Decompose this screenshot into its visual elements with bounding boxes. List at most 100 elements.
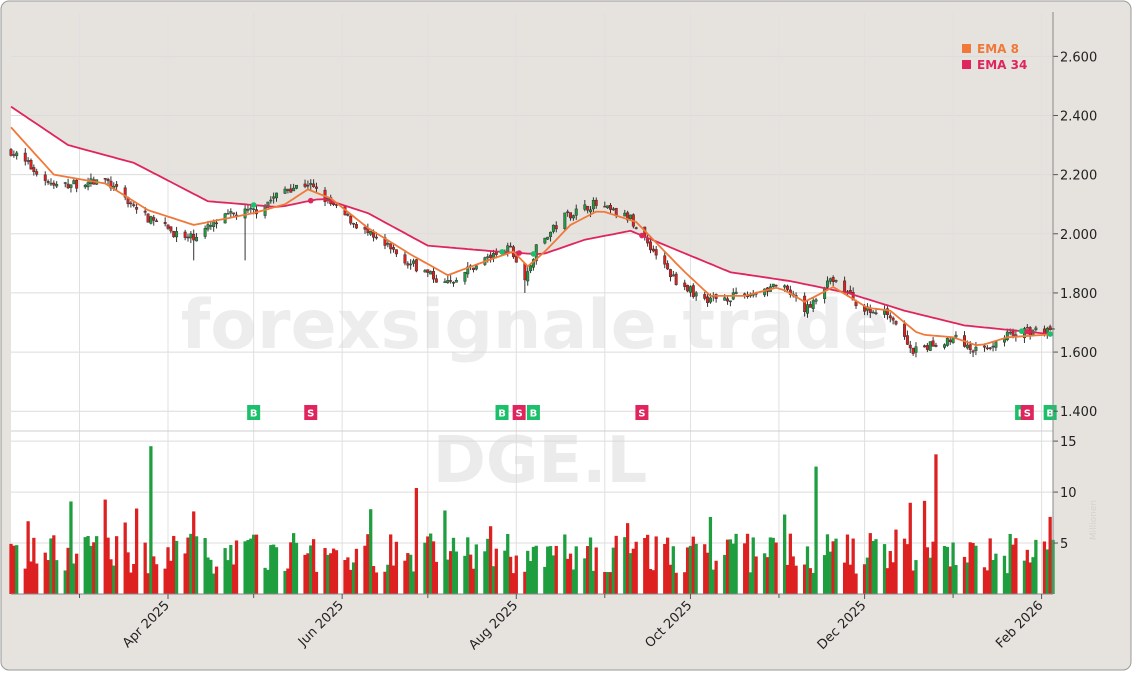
candle-body [303, 183, 307, 187]
candle-body [823, 287, 827, 299]
candle-body [708, 297, 712, 303]
volume-bar [965, 562, 969, 594]
volume-bar [574, 546, 578, 594]
volume-bar [311, 539, 316, 594]
volume-bar [588, 537, 593, 594]
volume-bar [885, 568, 890, 594]
volume-bar [212, 573, 216, 594]
candle-body [1005, 331, 1009, 340]
candle-body [489, 254, 493, 258]
volume-bar [243, 541, 247, 594]
price-tick-label: 1.400 [1060, 405, 1097, 420]
candle-body [226, 213, 230, 215]
candle-body [668, 269, 672, 278]
candle-body [834, 280, 838, 282]
candle-body [903, 323, 907, 337]
volume-bar [603, 571, 607, 594]
volume-bar [134, 508, 139, 594]
volume-bar [948, 566, 952, 594]
candle-body [155, 220, 159, 223]
signal-badge-sell [1020, 405, 1034, 420]
candle-body [894, 321, 898, 325]
volume-bar [35, 563, 39, 594]
volume-bar [1042, 541, 1047, 594]
candle-body [463, 271, 467, 282]
volume-bar [982, 567, 987, 594]
candle-body [606, 205, 610, 209]
candle-body [983, 345, 986, 348]
volume-bar [149, 446, 153, 594]
signal-marker-dot [530, 251, 537, 257]
volume-bar [443, 510, 447, 594]
volume-bar [172, 535, 176, 594]
volume-bar [92, 542, 96, 594]
volume-bar [531, 546, 536, 594]
volume-bar [343, 560, 347, 594]
volume-bar [694, 543, 698, 594]
volume-bar [888, 551, 892, 594]
candle-body [786, 285, 789, 290]
candle-body [506, 245, 510, 253]
signal-badge-label: S [307, 409, 314, 420]
volume-bar [571, 569, 576, 594]
volume-bar [15, 545, 19, 594]
volume-bar [252, 534, 256, 594]
volume-bar [945, 546, 950, 594]
volume-bar [683, 572, 687, 594]
volume-bar [95, 536, 99, 594]
volume-bar [306, 553, 310, 594]
volume-bar [566, 558, 570, 594]
signal-badge-label: S [1024, 409, 1031, 420]
candle-body [551, 224, 555, 232]
signal-badge-label: B [530, 409, 538, 420]
volume-bar [703, 544, 707, 594]
candle-body [554, 225, 558, 230]
volume-bar [503, 550, 507, 594]
volume-bar [29, 561, 33, 594]
candle-body [294, 184, 298, 189]
volume-bar [748, 572, 753, 594]
candle-body [175, 231, 179, 238]
volume-bar [63, 570, 67, 594]
volume-bar [985, 570, 989, 594]
candle-body [49, 182, 53, 185]
candle-body [152, 217, 156, 221]
candle-body [454, 280, 458, 283]
candle-body [566, 211, 570, 214]
volume-bar [874, 539, 878, 594]
candle-body [9, 149, 13, 156]
candle-body [135, 207, 139, 210]
candle-body [923, 345, 927, 348]
candle-body [286, 189, 290, 191]
volume-bar [394, 541, 399, 594]
candle-body [611, 208, 615, 211]
candle-body [491, 253, 495, 258]
candle-body [571, 215, 575, 219]
volume-bar [523, 571, 527, 594]
candle-body [911, 348, 915, 354]
candle-body [32, 167, 36, 172]
volume-bar [526, 550, 530, 594]
ema8-line [10, 126, 1054, 347]
volume-bar [383, 571, 387, 594]
volume-bar [745, 533, 750, 594]
candle-body [1025, 327, 1029, 329]
signal-badge-buy [526, 405, 540, 420]
signal-badge-label: B [1046, 409, 1054, 420]
volume-bar [606, 572, 610, 594]
signal-badge-buy [247, 405, 261, 420]
volume-bar [685, 547, 690, 594]
volume-bar [828, 551, 832, 594]
volume-bar [488, 526, 493, 594]
volume-bar [934, 454, 938, 594]
candle-body [169, 226, 173, 232]
volume-bar [72, 563, 76, 594]
volume-bar [386, 564, 390, 594]
candle-body [132, 204, 136, 207]
volume-bar [831, 541, 835, 594]
volume-bar [751, 537, 755, 594]
volume-bar [954, 565, 958, 594]
candle-body [726, 298, 730, 302]
volume-bar [728, 539, 733, 594]
candle-body [149, 216, 153, 224]
